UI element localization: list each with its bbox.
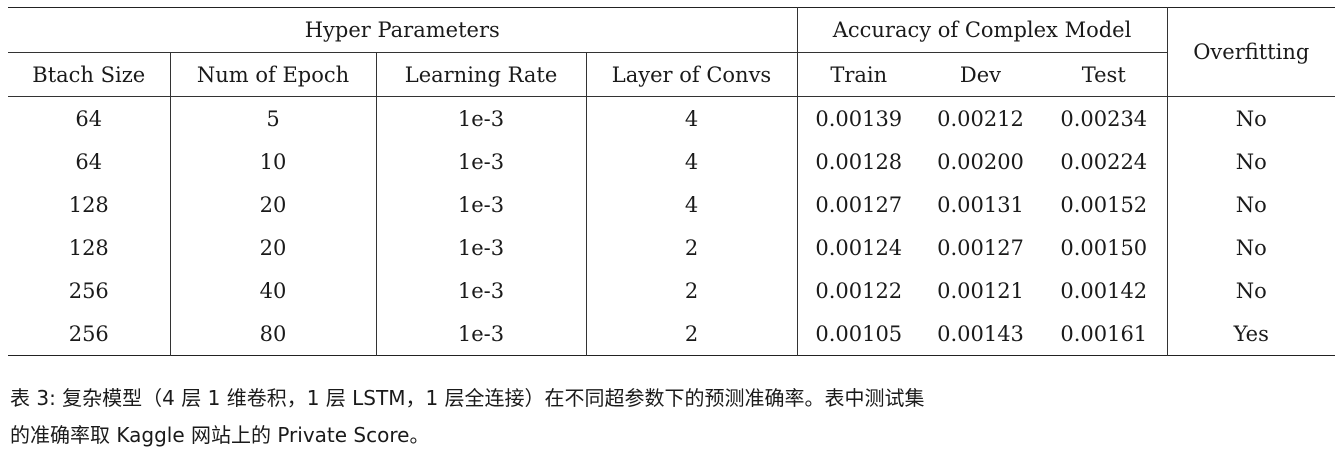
- batch-size-cell: 64: [8, 140, 171, 183]
- num-epoch-cell: 80: [170, 312, 377, 356]
- test-cell: 0.00150: [1041, 226, 1168, 269]
- learning-rate-cell: 1e-3: [376, 183, 587, 226]
- table-row: 128 20 1e-3 2 0.00124 0.00127 0.00150 No: [8, 226, 1335, 269]
- dev-cell: 0.00127: [937, 235, 1024, 260]
- learning-rate-cell: 1e-3: [376, 312, 587, 356]
- layer-of-convs-cell: 4: [586, 140, 798, 183]
- batch-size-cell: 64: [8, 96, 171, 140]
- overfitting-cell: No: [1235, 106, 1267, 131]
- test-cell: 0.00224: [1041, 140, 1168, 183]
- test-cell: 0.00234: [1041, 96, 1168, 140]
- header-row-columns: Btach Size Num of Epoch Learning Rate La…: [8, 52, 1335, 97]
- test-cell: 0.00142: [1041, 269, 1168, 312]
- table-row: 128 20 1e-3 4 0.00127 0.00131 0.00152 No: [8, 183, 1335, 226]
- train-cell: 0.00139: [815, 106, 903, 131]
- dev-cell: 0.00143: [937, 321, 1024, 346]
- layer-of-convs-cell: 4: [586, 183, 798, 226]
- test-header: Test: [1041, 52, 1168, 97]
- train-header: Train: [797, 52, 920, 97]
- overfitting-cell: No: [1235, 192, 1267, 217]
- batch-size-cell: 128: [8, 226, 171, 269]
- overfitting-header: Overfitting: [1167, 7, 1335, 97]
- learning-rate-cell: 1e-3: [376, 96, 587, 140]
- caption-line-1: 表 3: 复杂模型（4 层 1 维卷积，1 层 LSTM，1 层全连接）在不同超…: [10, 386, 925, 410]
- learning-rate-cell: 1e-3: [376, 226, 587, 269]
- table-row: 256 80 1e-3 2 0.00105 0.00143 0.00161 Ye…: [8, 312, 1335, 356]
- test-cell: 0.00152: [1041, 183, 1168, 226]
- dev-cell: 0.00131: [937, 192, 1024, 217]
- train-cell: 0.00128: [815, 149, 903, 174]
- dev-cell: 0.00200: [937, 149, 1024, 174]
- dev-header: Dev: [920, 52, 1041, 97]
- test-cell: 0.00161: [1041, 312, 1168, 356]
- learning-rate-header: Learning Rate: [376, 52, 587, 97]
- header-row-groups: Hyper Parameters Accuracy of Complex Mod…: [8, 7, 1335, 97]
- learning-rate-cell: 1e-3: [376, 269, 587, 312]
- accuracy-header: Accuracy of Complex Model: [797, 7, 1168, 53]
- num-epoch-cell: 20: [170, 226, 377, 269]
- train-cell: 0.00124: [815, 235, 903, 260]
- batch-size-cell: 256: [8, 312, 171, 356]
- num-epoch-cell: 5: [170, 96, 377, 140]
- learning-rate-cell: 1e-3: [376, 140, 587, 183]
- layer-of-convs-cell: 4: [586, 96, 798, 140]
- overfitting-cell: Yes: [1233, 321, 1269, 346]
- table-row: 64 5 1e-3 4 0.00139 0.00212 0.00234 No: [8, 96, 1335, 140]
- num-epoch-cell: 40: [170, 269, 377, 312]
- hyper-parameters-header: Hyper Parameters: [8, 7, 798, 53]
- train-cell: 0.00127: [815, 192, 903, 217]
- layer-of-convs-cell: 2: [586, 269, 798, 312]
- train-cell: 0.00122: [815, 278, 903, 303]
- num-epoch-header: Num of Epoch: [170, 52, 377, 97]
- train-cell: 0.00105: [815, 321, 903, 346]
- dev-cell: 0.00121: [937, 278, 1024, 303]
- table-row: 64 10 1e-3 4 0.00128 0.00200 0.00224 No: [8, 140, 1335, 183]
- table-row: 256 40 1e-3 2 0.00122 0.00121 0.00142 No: [8, 269, 1335, 312]
- num-epoch-cell: 20: [170, 183, 377, 226]
- num-epoch-cell: 10: [170, 140, 377, 183]
- layer-of-convs-header: Layer of Convs: [586, 52, 798, 97]
- overfitting-cell: No: [1235, 235, 1267, 260]
- batch-size-cell: 256: [8, 269, 171, 312]
- overfitting-cell: No: [1235, 149, 1267, 174]
- results-table: Hyper Parameters Accuracy of Complex Mod…: [8, 7, 1335, 356]
- layer-of-convs-cell: 2: [586, 312, 798, 356]
- table-caption: 表 3: 复杂模型（4 层 1 维卷积，1 层 LSTM，1 层全连接）在不同超…: [10, 380, 1330, 454]
- dev-cell: 0.00212: [937, 106, 1024, 131]
- overfitting-cell: No: [1235, 278, 1267, 303]
- batch-size-cell: 128: [8, 183, 171, 226]
- batch-size-header: Btach Size: [8, 52, 171, 97]
- caption-line-2: 的准确率取 Kaggle 网站上的 Private Score。: [10, 423, 430, 447]
- layer-of-convs-cell: 2: [586, 226, 798, 269]
